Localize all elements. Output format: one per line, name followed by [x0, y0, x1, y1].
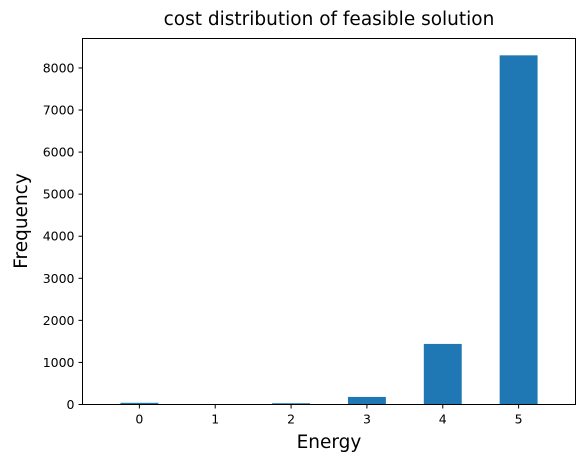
- x-ticks: 0 1 2 3 4 5: [135, 404, 523, 427]
- plot-frame: [82, 38, 576, 405]
- bar-5: [499, 55, 538, 405]
- x-tick-label: 0: [135, 412, 143, 427]
- bar-3: [347, 396, 386, 405]
- x-axis-label: Energy: [297, 432, 362, 453]
- x-tick-label: 2: [287, 412, 295, 427]
- y-tick-label: 3000: [43, 271, 75, 286]
- y-tick-label: 2000: [43, 313, 75, 328]
- x-tick-label: 4: [439, 412, 447, 427]
- y-tick-label: 1000: [43, 355, 75, 370]
- y-tick-label: 0: [67, 397, 75, 412]
- y-axis-label: Frequency: [11, 173, 32, 269]
- x-tick-label: 1: [211, 412, 219, 427]
- chart-title: cost distribution of feasible solution: [164, 9, 495, 30]
- y-tick-label: 7000: [43, 103, 75, 118]
- y-tick-label: 8000: [43, 60, 75, 75]
- bar-4: [423, 343, 462, 405]
- y-ticks: 0 1000 2000 3000 4000 5000 6000 7000 8000: [43, 60, 83, 412]
- y-tick-label: 6000: [43, 145, 75, 160]
- bar-2: [272, 403, 311, 405]
- x-tick-label: 5: [515, 412, 523, 427]
- y-tick-label: 5000: [43, 187, 75, 202]
- bars-group: [120, 55, 538, 405]
- x-tick-label: 3: [363, 412, 371, 427]
- y-tick-label: 4000: [43, 229, 75, 244]
- bar-0: [120, 402, 159, 405]
